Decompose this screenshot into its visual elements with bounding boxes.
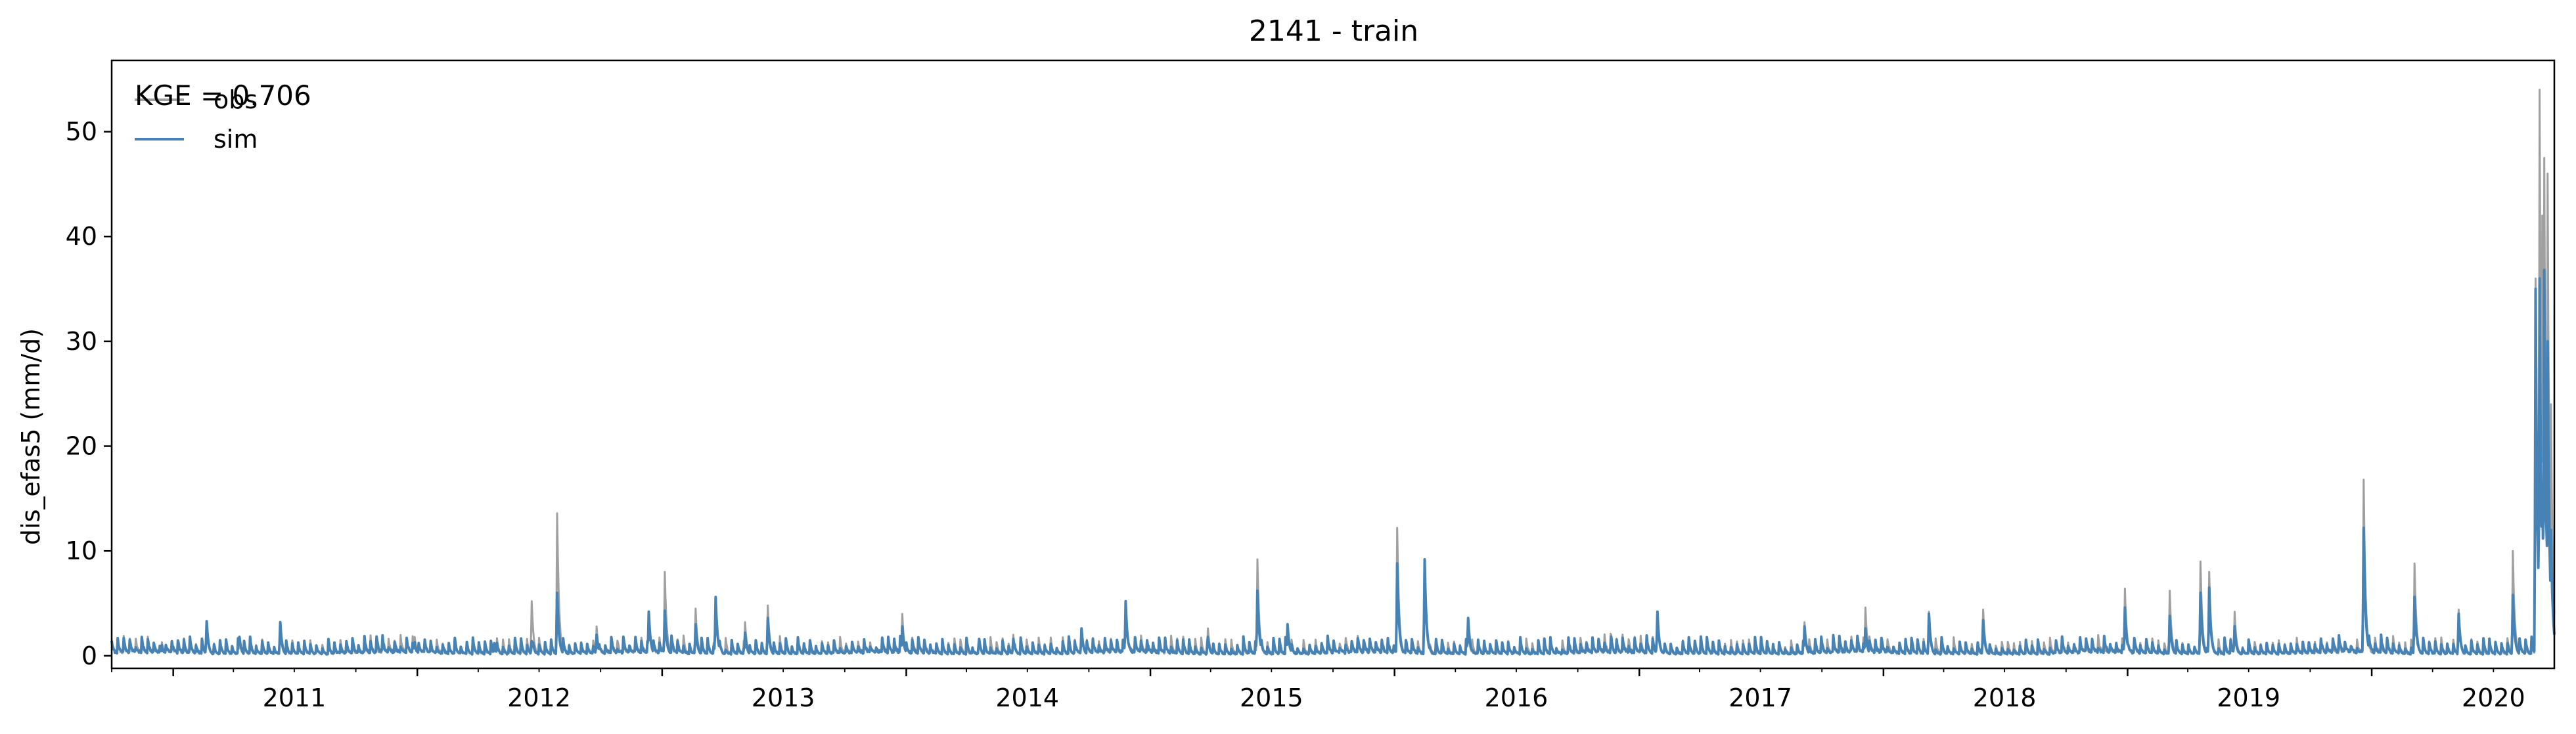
- x-tick-label: 2013: [752, 683, 815, 712]
- y-tick-label: 10: [66, 536, 97, 565]
- legend-obs-label: obs: [214, 85, 258, 114]
- plot-area: [110, 89, 2556, 656]
- x-tick-label: 2012: [507, 683, 571, 712]
- y-axis-ticks: 0 10 20 30 40 50: [66, 118, 112, 670]
- x-tick-label: 2011: [263, 683, 327, 712]
- y-tick-label: 30: [66, 327, 97, 356]
- series-obs-line: [110, 89, 2556, 656]
- axes-frame: [110, 59, 2556, 670]
- kge-annotation: KGE = 0.706: [135, 79, 311, 112]
- x-tick-label: 2015: [1240, 683, 1303, 712]
- y-tick-label: 20: [66, 432, 97, 461]
- y-tick-label: 0: [81, 641, 97, 670]
- series-sim-line: [110, 269, 2556, 656]
- x-tick-label: 2017: [1729, 683, 1792, 712]
- x-axis-ticks: 2011 2012 2013 2014 2015 2016 2017 2018 2019 2020: [111, 668, 2525, 712]
- x-tick-label: 2018: [1973, 683, 2037, 712]
- chart-title: 2141 - train: [1249, 14, 1418, 48]
- y-tick-label: 50: [66, 118, 97, 146]
- y-axis-label: dis_efas5 (mm/d): [16, 328, 45, 545]
- legend-sim-label: sim: [214, 125, 258, 154]
- x-tick-label: 2020: [2462, 683, 2525, 712]
- series-path-obs: [110, 89, 2556, 656]
- x-tick-label: 2016: [1485, 683, 1548, 712]
- series-path-sim: [110, 269, 2556, 656]
- x-tick-label: 2014: [995, 683, 1059, 712]
- legend: obs sim: [135, 85, 258, 154]
- y-tick-label: 40: [66, 222, 97, 251]
- x-tick-label: 2019: [2217, 683, 2280, 712]
